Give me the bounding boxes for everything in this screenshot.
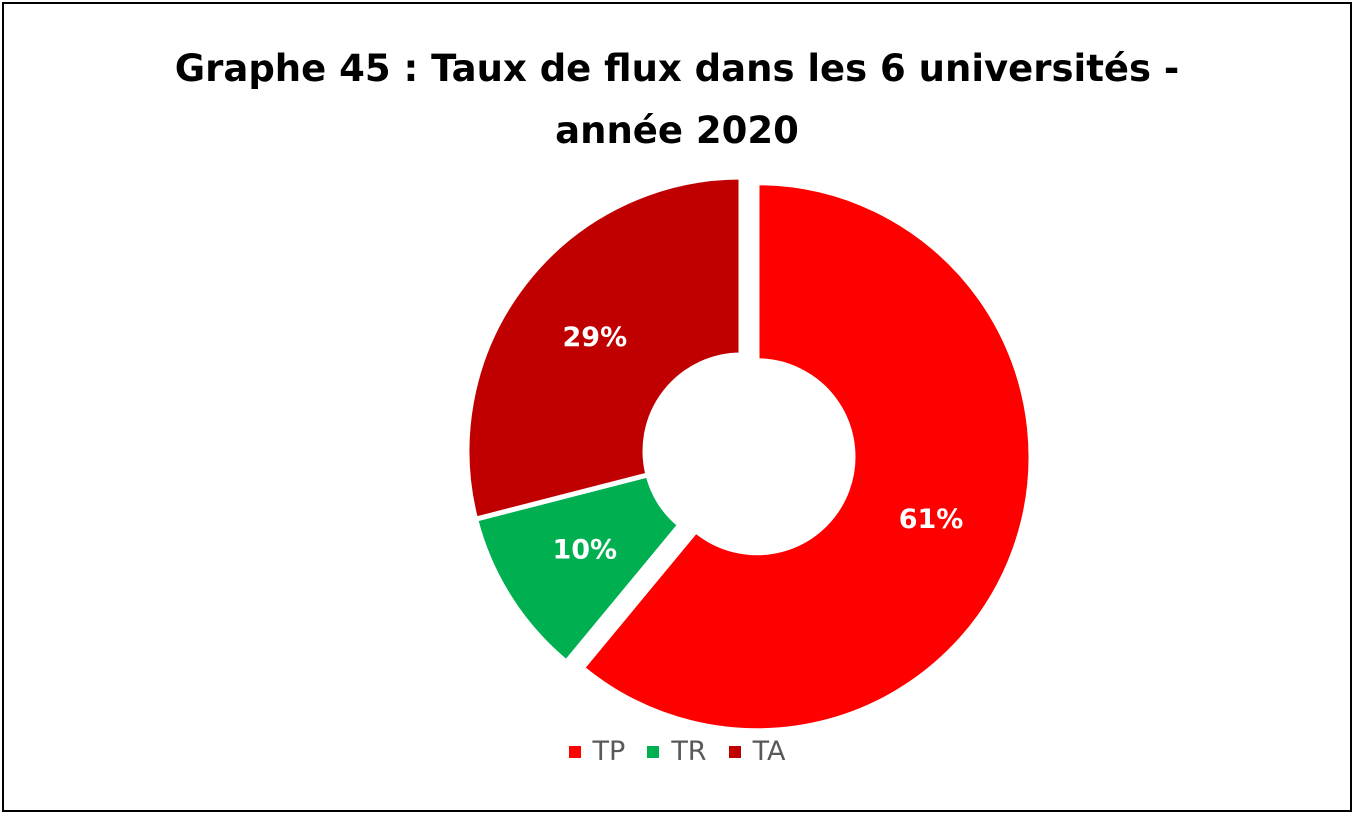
legend-item-tr: TR — [647, 730, 707, 774]
legend-item-tp: TP — [568, 730, 626, 774]
slice-label-tp: 61% — [899, 504, 964, 535]
chart-title: Graphe 45 : Taux de flux dans les 6 univ… — [0, 38, 1354, 162]
slice-ta — [464, 174, 744, 523]
legend-label-ta: TA — [752, 736, 786, 767]
slice-tp — [578, 180, 1034, 734]
legend-item-ta: TA — [728, 730, 786, 774]
legend-swatch-ta — [728, 746, 741, 758]
chart-title-line-2: année 2020 — [555, 109, 799, 152]
legend-label-tp: TP — [592, 736, 626, 767]
slice-label-tr: 10% — [552, 535, 617, 566]
legend-label-tr: TR — [671, 736, 707, 767]
chart-legend: TP TR TA — [0, 730, 1354, 774]
legend-swatch-tp — [568, 746, 581, 758]
slice-label-ta: 29% — [563, 322, 628, 353]
legend-swatch-tr — [647, 746, 660, 758]
chart-title-line-1: Graphe 45 : Taux de flux dans les 6 univ… — [174, 47, 1180, 90]
slice-tr — [472, 471, 684, 666]
